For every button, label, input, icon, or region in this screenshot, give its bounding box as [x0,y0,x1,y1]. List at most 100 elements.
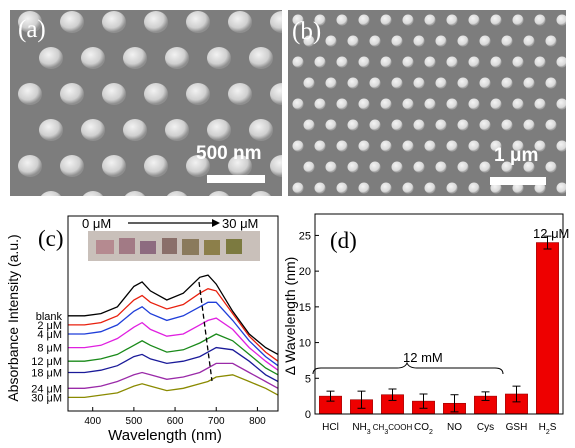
y-tick-label: 20 [299,266,311,278]
nanoparticle [208,191,230,196]
nanoparticle [380,140,392,152]
nanoparticle [336,182,348,194]
nanoparticle [534,182,546,194]
nanoparticle [556,182,566,194]
category-label: HCl [322,422,339,433]
nanoparticle [369,119,381,131]
nanoparticle [479,161,491,173]
series-label: 30 μM [31,392,62,404]
nanoparticle [18,155,42,177]
x-tick-label: 400 [84,416,101,427]
conc-start-label: 0 μM [82,216,111,231]
nanoparticle [391,161,403,173]
nanoparticle [144,155,168,177]
nanoparticle [391,77,403,89]
nanoparticle [358,56,370,68]
nanoparticle [512,98,524,110]
category-label: NO [447,422,462,433]
nanoparticle [424,98,436,110]
nanoparticle [314,14,326,26]
nanoparticle [490,140,502,152]
y-tick-label: 0 [305,409,311,421]
nanoparticle [358,14,370,26]
nanoparticle [325,77,337,89]
nanoparticle [380,98,392,110]
nanoparticle [391,119,403,131]
nanoparticle [446,56,458,68]
nanoparticle [490,98,502,110]
nanoparticle [60,83,84,105]
nanoparticle [303,161,315,173]
nanoparticle [369,161,381,173]
nanoparticle [468,56,480,68]
category-label: NH3 [352,422,370,436]
series-label: 18 μM [31,367,62,379]
nanoparticle [40,191,62,196]
y-tick-label: 10 [299,338,311,350]
series-label: 2 μM [37,320,62,332]
nanoparticle [545,77,557,89]
nanoparticle [457,35,469,47]
y-axis-label-c: Absorbance Intensity (a.u.) [5,234,21,401]
panel-a-sem-image: (a) 500 nm [10,10,282,196]
nanoparticle [303,119,315,131]
nanoparticle [380,182,392,194]
nanoparticle [60,11,84,33]
nanoparticle [435,77,447,89]
nanoparticle [402,182,414,194]
nanoparticle [336,14,348,26]
panel-d-label: (d) [330,228,357,253]
y-tick-label: 15 [299,302,311,314]
nanoparticle [380,56,392,68]
scale-bar-b-text: 1 μm [494,145,539,166]
nanoparticle [250,191,272,196]
nanoparticle [545,35,557,47]
nanoparticle [292,140,304,152]
nanoparticle [82,191,104,196]
nanoparticle [556,56,566,68]
nanoparticle [325,161,337,173]
scale-bar-a [207,175,265,183]
nanoparticle [545,119,557,131]
nanoparticle [358,140,370,152]
nanoparticle [424,56,436,68]
nanoparticle [380,14,392,26]
nanoparticle [523,35,535,47]
nanoparticle [501,161,513,173]
category-label: Cys [477,422,494,433]
nanoparticle [102,83,126,105]
spectrum-line [68,288,279,362]
nanoparticle [347,77,359,89]
panel-c-label: (c) [38,226,64,251]
nanoparticle [60,155,84,177]
nanoparticle [402,56,414,68]
nanoparticle [413,35,425,47]
nanoparticle [292,98,304,110]
nanoparticle [479,77,491,89]
nanoparticle [402,98,414,110]
scale-bar-b [490,177,546,185]
nanoparticle [39,119,63,141]
nanoparticle [186,11,210,33]
nanoparticle [391,35,403,47]
nanoparticle [479,35,491,47]
nanoparticle [457,77,469,89]
bars: HCl NH3 CH3COOH CO2 NO Cys GSH H2S [319,235,559,436]
nanoparticle [468,98,480,110]
nanoparticle [186,83,210,105]
nanoparticle [446,140,458,152]
nanoparticle [292,56,304,68]
nanoparticle [81,47,105,69]
category-label: CH3COOH [373,423,413,436]
nanoparticle [501,77,513,89]
nanoparticle [102,155,126,177]
nanoparticle [336,98,348,110]
nanoparticle [292,14,304,26]
nanoparticle [446,182,458,194]
nanoparticle [523,119,535,131]
nanoparticle [457,119,469,131]
nanoparticle [249,47,273,69]
nanoparticle [18,83,42,105]
nanoparticle [186,155,210,177]
nanoparticle [523,161,535,173]
